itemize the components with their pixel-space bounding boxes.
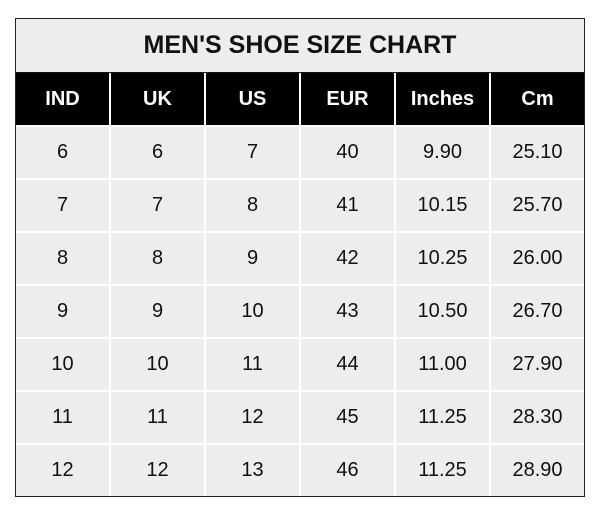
table-row: 11 11 12 45 11.25 28.30 <box>16 390 584 443</box>
table-cell: 9 <box>204 233 299 284</box>
table-cell: 12 <box>109 445 204 496</box>
header-row: IND UK US EUR Inches Cm <box>16 73 584 125</box>
column-header: Cm <box>489 73 584 125</box>
table-cell: 40 <box>299 127 394 178</box>
table-cell: 12 <box>204 392 299 443</box>
table-cell: 10 <box>204 286 299 337</box>
table-cell: 6 <box>56 141 69 163</box>
table-cell: 10 <box>51 353 74 375</box>
table-cell: 11.25 <box>394 445 489 496</box>
table-body: 6 6 7 40 9.90 25.10 7 7 8 41 10.15 25.70 8 8 9 42 10.25 2… <box>16 125 584 496</box>
table-cell: 28.90 <box>489 445 584 496</box>
table-row: 8 8 9 42 10.25 26.00 <box>16 231 584 284</box>
table-cell: 10.50 <box>394 286 489 337</box>
table-row: 9 9 10 43 10.50 26.70 <box>16 284 584 337</box>
table-cell: 10.15 <box>394 180 489 231</box>
table-cell: 11.25 <box>394 392 489 443</box>
column-header: US <box>204 73 299 125</box>
column-header: Inches <box>394 73 489 125</box>
table-cell: 46 <box>299 445 394 496</box>
table-cell: 43 <box>299 286 394 337</box>
table-cell: 26.00 <box>489 233 584 284</box>
table-cell: 44 <box>299 339 394 390</box>
table-cell: 25.10 <box>489 127 584 178</box>
table-cell: 12 <box>51 459 74 481</box>
table-cell: 10 <box>109 339 204 390</box>
table-cell: 45 <box>299 392 394 443</box>
table-cell: 7 <box>109 180 204 231</box>
table-cell: 28.30 <box>489 392 584 443</box>
table-cell: 8 <box>56 247 69 269</box>
table-cell: 7 <box>56 194 69 216</box>
column-header: IND <box>45 87 80 110</box>
table-cell: 9 <box>109 286 204 337</box>
table-cell: 8 <box>109 233 204 284</box>
table-row: 6 6 7 40 9.90 25.10 <box>16 125 584 178</box>
table-row: 10 10 11 44 11.00 27.90 <box>16 337 584 390</box>
table-row: 12 12 13 46 11.25 28.90 <box>16 443 584 496</box>
column-header: EUR <box>299 73 394 125</box>
table-cell: 9.90 <box>394 127 489 178</box>
size-chart-table: MEN'S SHOE SIZE CHART IND UK US EUR Inches Cm… <box>15 18 585 497</box>
table-cell: 11 <box>204 339 299 390</box>
table-cell: 11.00 <box>394 339 489 390</box>
table-cell: 41 <box>299 180 394 231</box>
table-cell: 13 <box>204 445 299 496</box>
table-cell: 6 <box>109 127 204 178</box>
table-cell: 26.70 <box>489 286 584 337</box>
table-cell: 10.25 <box>394 233 489 284</box>
table-cell: 9 <box>56 300 69 322</box>
table-row: 7 7 8 41 10.15 25.70 <box>16 178 584 231</box>
table-cell: 25.70 <box>489 180 584 231</box>
table-cell: 8 <box>204 180 299 231</box>
table-cell: 11 <box>52 406 73 428</box>
table-cell: 42 <box>299 233 394 284</box>
table-title: MEN'S SHOE SIZE CHART <box>16 19 584 73</box>
table-cell: 27.90 <box>489 339 584 390</box>
table-cell: 7 <box>204 127 299 178</box>
table-cell: 11 <box>109 392 204 443</box>
column-header: UK <box>109 73 204 125</box>
